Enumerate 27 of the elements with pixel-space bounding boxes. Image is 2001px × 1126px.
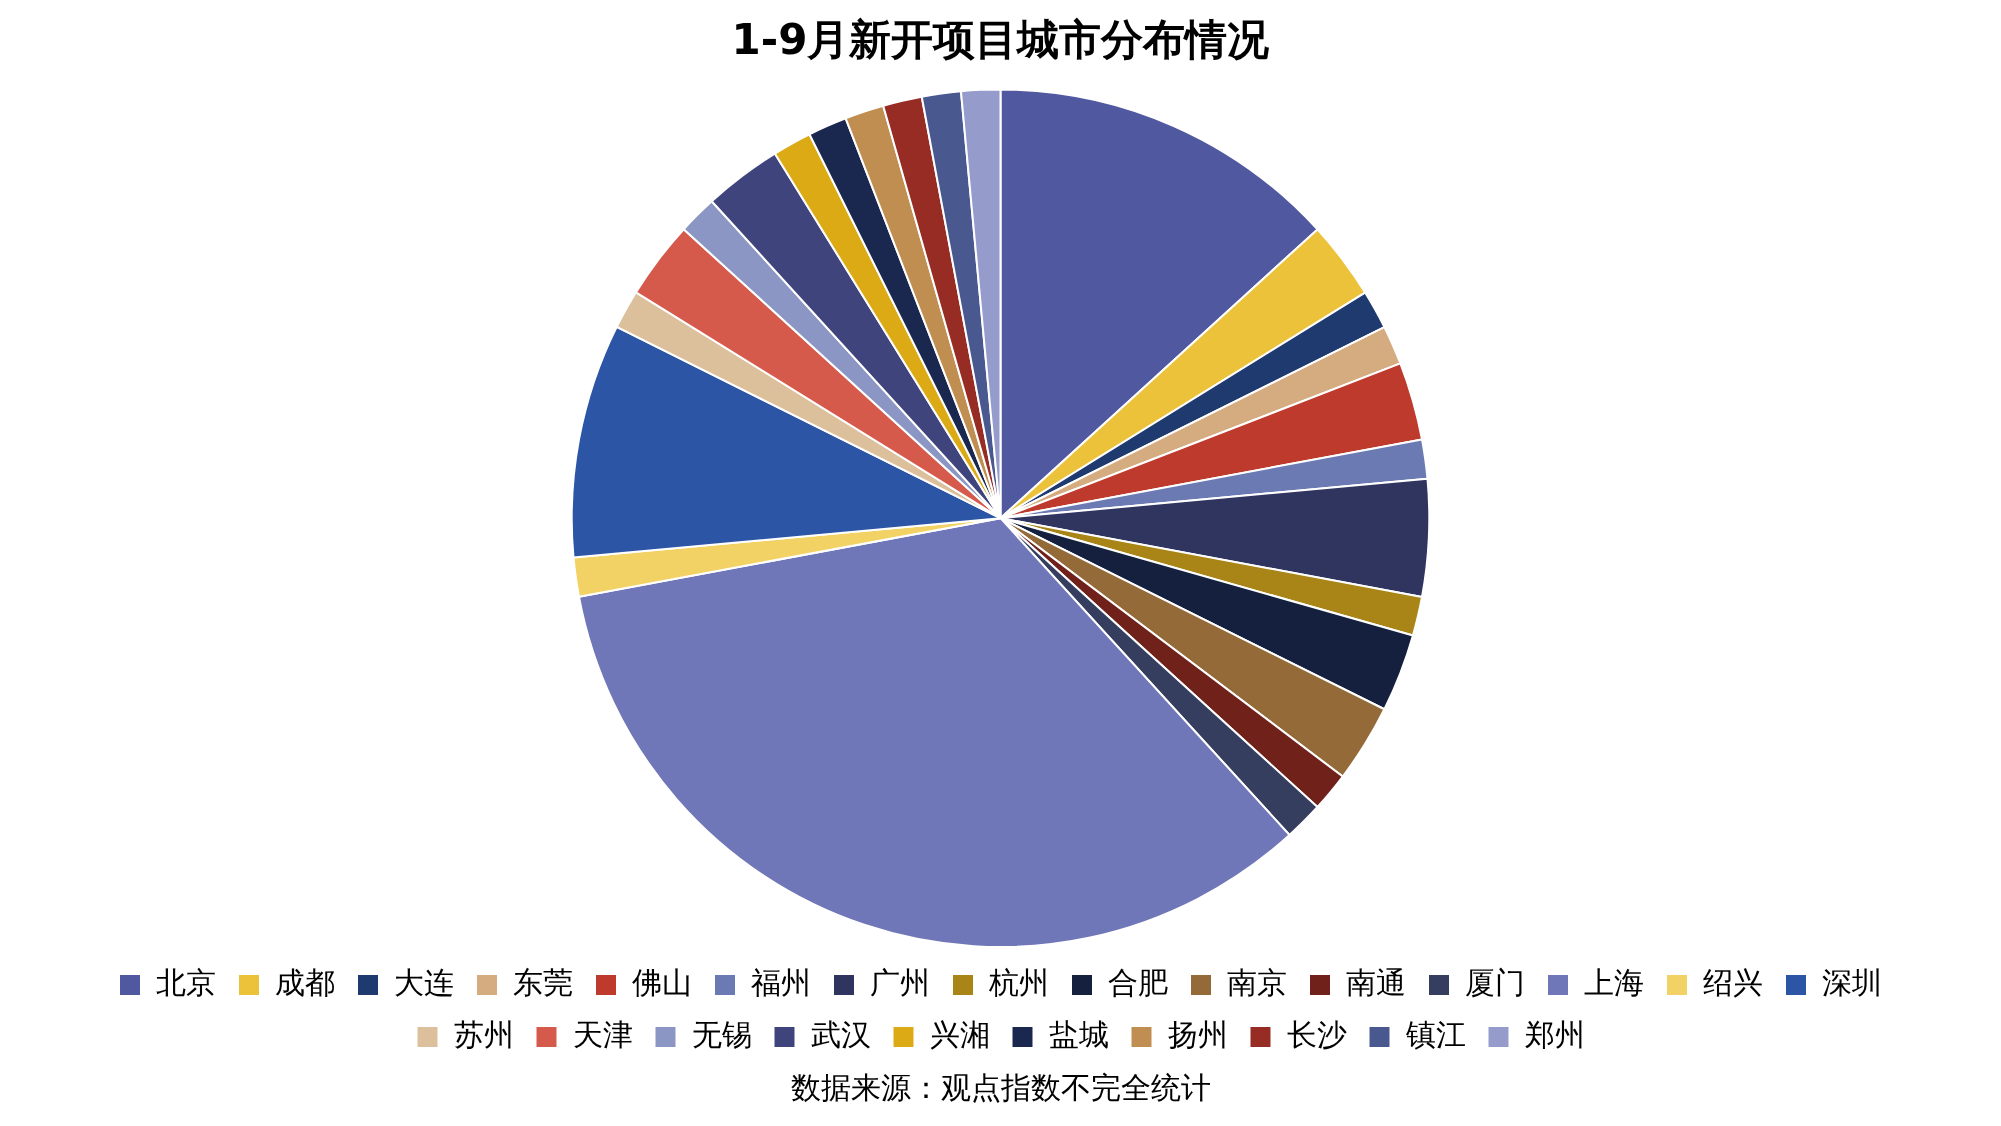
chart-title: 1-9月新开项目城市分布情况 [731, 15, 1270, 65]
legend-label: 绍兴 [1703, 964, 1763, 1000]
legend-label: 福州 [751, 964, 811, 1000]
legend-label: 扬州 [1167, 1016, 1228, 1052]
legend-label: 东莞 [513, 964, 573, 1000]
legend-label: 成都 [275, 964, 335, 1000]
source-note: 数据来源：观点指数不完全统计 [790, 1069, 1211, 1105]
legend-label: 苏州 [453, 1016, 514, 1052]
legend-label: 镇江 [1404, 1016, 1466, 1052]
legend-label: 长沙 [1286, 1016, 1347, 1052]
legend-label: 兴湘 [929, 1016, 990, 1052]
legend-label: 郑州 [1524, 1016, 1585, 1052]
legend-label: 天津 [572, 1016, 633, 1052]
legend-label: 深圳 [1822, 964, 1882, 1000]
legend-label: 杭州 [988, 964, 1049, 1000]
legend-label: 大连 [394, 964, 454, 1000]
legend-label: 南通 [1346, 964, 1406, 1000]
legend-label: 广州 [870, 964, 930, 1000]
legend-label: 盐城 [1048, 1016, 1109, 1052]
legend-label: 厦门 [1465, 964, 1525, 1000]
legend-label: 上海 [1584, 964, 1644, 1000]
legend-label: 北京 [156, 964, 216, 1000]
legend-label: 无锡 [691, 1016, 752, 1052]
legend-label: 武汉 [810, 1016, 871, 1052]
legend-label: 南京 [1227, 964, 1287, 1000]
legend-label: 佛山 [632, 964, 692, 1000]
legend-label: 合肥 [1108, 964, 1168, 1000]
